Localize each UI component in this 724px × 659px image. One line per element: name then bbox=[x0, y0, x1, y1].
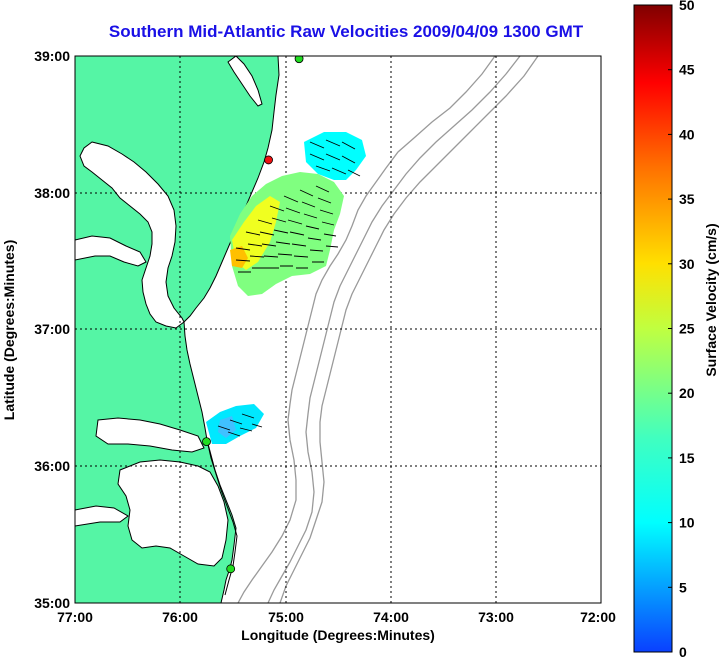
velocity-vectors bbox=[217, 139, 361, 437]
albemarle-sound bbox=[95, 417, 205, 453]
x-tick-label: 77:00 bbox=[57, 609, 93, 625]
y-tick-label: 38:00 bbox=[34, 185, 70, 201]
x-axis: 77:00 76:00 75:00 74:00 73:00 72:00 Long… bbox=[57, 609, 616, 643]
velocity-field bbox=[206, 132, 366, 444]
x-tick-label: 72:00 bbox=[580, 609, 616, 625]
colorbar-label: Surface Velocity (cm/s) bbox=[703, 223, 719, 376]
colorbar-tick-label: 20 bbox=[679, 385, 695, 401]
x-tick-label: 76:00 bbox=[162, 609, 198, 625]
colorbar-tick-label: 50 bbox=[679, 0, 695, 13]
colorbar-gradient bbox=[633, 4, 673, 653]
velocity-patch-orange bbox=[230, 246, 248, 268]
x-tick-label: 73:00 bbox=[478, 609, 514, 625]
radar-sites bbox=[202, 56, 304, 574]
colorbar-tick-label: 0 bbox=[679, 644, 687, 659]
x-axis-label: Longitude (Degrees:Minutes) bbox=[241, 627, 435, 643]
grid-lines bbox=[75, 56, 601, 603]
bathymetry-contours bbox=[237, 56, 539, 603]
potomac-river bbox=[75, 235, 147, 267]
colorbar-tick-label: 35 bbox=[679, 191, 695, 207]
delaware-bay bbox=[227, 56, 263, 107]
velocity-patch-main bbox=[230, 172, 344, 296]
y-tick-label: 39:00 bbox=[34, 48, 70, 64]
pamlico-sound bbox=[117, 459, 229, 567]
colorbar: 0 5 10 15 20 25 30 35 40 45 50 Surface Velocity (c… bbox=[633, 0, 719, 659]
radar-site-marker bbox=[264, 155, 273, 165]
y-axis: 39:00 38:00 37:00 36:00 35:00 Latitude (… bbox=[1, 48, 70, 611]
map-area bbox=[75, 56, 601, 603]
y-tick-label: 37:00 bbox=[34, 321, 70, 337]
pamlico-river bbox=[75, 505, 129, 527]
axes-frame bbox=[74, 55, 602, 604]
y-axis-label: Latitude (Degrees:Minutes) bbox=[1, 240, 17, 420]
x-tick-label: 75:00 bbox=[268, 609, 304, 625]
chesapeake-bay bbox=[79, 141, 185, 329]
y-tick-label: 36:00 bbox=[34, 458, 70, 474]
velocity-patch-north bbox=[304, 132, 366, 180]
colorbar-tick-label: 5 bbox=[679, 579, 687, 595]
radar-site-marker bbox=[294, 56, 304, 64]
velocity-patch-south-2 bbox=[218, 416, 236, 438]
x-tick-label: 74:00 bbox=[373, 609, 409, 625]
radar-site-marker bbox=[202, 437, 211, 447]
colorbar-ticks: 0 5 10 15 20 25 30 35 40 45 50 bbox=[668, 0, 695, 659]
colorbar-tick-label: 15 bbox=[679, 450, 695, 466]
map-title: Southern Mid-Atlantic Raw Velocities 200… bbox=[108, 22, 584, 41]
colorbar-tick-label: 25 bbox=[679, 321, 695, 337]
colorbar-tick-label: 10 bbox=[679, 515, 695, 531]
colorbar-tick-label: 45 bbox=[679, 62, 695, 78]
colorbar-tick-label: 30 bbox=[679, 256, 695, 272]
colorbar-tick-label: 40 bbox=[679, 126, 695, 142]
y-tick-label: 35:00 bbox=[34, 595, 70, 611]
velocity-patch-south bbox=[206, 404, 264, 444]
radar-site-marker bbox=[226, 564, 236, 574]
